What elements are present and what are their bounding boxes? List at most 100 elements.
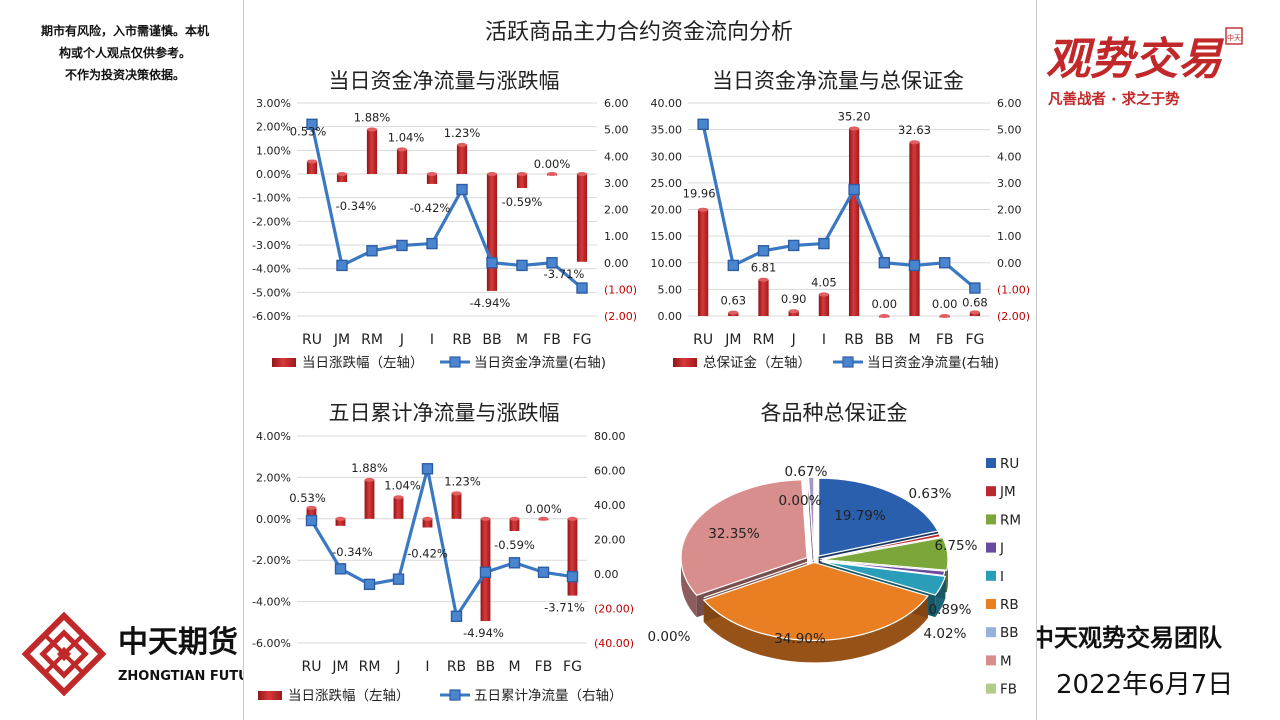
net-flow-line (701, 123, 976, 290)
bar-M (516, 174, 528, 188)
left-axis-tick: -3.00% (252, 239, 291, 252)
line-point-J (396, 239, 408, 252)
bar-I (818, 294, 830, 316)
bar-cap (306, 159, 318, 164)
right-axis-tick: 6.00 (997, 97, 1022, 110)
bar-RU (697, 209, 709, 316)
pie-legend-label: RM (1000, 512, 1021, 528)
category-label: J (395, 659, 400, 675)
bar-cap (364, 477, 375, 482)
line-point-FG (576, 282, 588, 294)
pie-chart: 各品种总保证金 19.79% 0.63% 6.75% 0.89% 4.02% 34.90% 0… (648, 401, 1021, 698)
category-label: J (399, 332, 404, 348)
pie-label-FB: 0.00% (648, 629, 691, 645)
category-label: FB (543, 332, 561, 348)
bar-data-label: -0.59% (494, 538, 535, 552)
left-axis-tick: 10.00 (651, 257, 683, 270)
pie-legend-label: I (1000, 569, 1004, 585)
right-axis-tick: 3.00 (997, 177, 1022, 190)
bar-data-label: -0.34% (336, 199, 377, 213)
category-label: BB (482, 332, 501, 348)
legend-line-label: 当日资金净流量(右轴) (474, 355, 606, 371)
bar-data-label: -3.71% (544, 267, 585, 281)
net-flow-line (310, 123, 584, 290)
legend-bar-swatch (673, 358, 697, 367)
bar-data-label: 1.23% (444, 126, 481, 140)
left-axis-tick: -6.00% (252, 310, 291, 323)
legend-bar-swatch (258, 691, 282, 700)
bar-data-label: 0.90 (781, 292, 807, 306)
category-label: FB (535, 659, 553, 675)
category-label: JM (724, 332, 741, 348)
bar-data-label: 0.63 (720, 294, 746, 308)
line-point-FB (537, 566, 550, 578)
category-label: FB (936, 332, 954, 348)
left-axis-tick: -5.00% (252, 286, 291, 299)
pie-label-I: 4.02% (924, 626, 967, 642)
category-label: FG (573, 332, 592, 348)
right-axis-tick: 0.00 (997, 257, 1022, 270)
bar-cap (480, 516, 491, 521)
chart-title: 当日资金净流量与总保证金 (712, 69, 964, 93)
net-flow-line (310, 467, 573, 618)
pie-legend-swatch (986, 683, 996, 694)
pie-legend-swatch (986, 570, 996, 581)
bar-RM (366, 129, 378, 174)
disclaimer-line-3: 不作为投资决策依据。 (64, 68, 185, 82)
bar-data-label: 1.23% (444, 474, 481, 488)
left-axis-tick: 15.00 (651, 230, 683, 243)
bar-data-label: 1.04% (388, 130, 425, 144)
bar-cap (396, 147, 408, 152)
bar-data-label: 1.88% (354, 111, 391, 125)
bar-cap (567, 516, 578, 521)
chart-title: 当日资金净流量与涨跌幅 (329, 69, 560, 93)
left-axis-tick: 2.00% (256, 471, 291, 484)
disclaimer-line-2: 构或个人观点仅供参考。 (58, 46, 191, 60)
right-axis-tick: 20.00 (594, 534, 626, 547)
bar-cap (451, 491, 462, 496)
zhongtian-emblem-icon (21, 611, 107, 697)
bar-data-label: 0.00% (534, 157, 571, 171)
report-date: 2022年6月7日 (1056, 670, 1234, 700)
line-point-I (818, 237, 830, 250)
pie-slice-RU (818, 477, 939, 557)
bar-cap (969, 310, 981, 315)
pie-legend-swatch (986, 542, 996, 553)
disclaimer: 期市有风险，入市需谨慎。本机 构或个人观点仅供参考。 不作为投资决策依据。 (30, 20, 220, 86)
right-axis-tick: 5.00 (997, 124, 1022, 137)
line-point-M (508, 557, 521, 569)
bar-data-label: 35.20 (838, 110, 871, 124)
pie-legend-swatch (986, 514, 996, 525)
pie-legend-label: RB (1000, 597, 1019, 613)
pie-slice-I (821, 560, 947, 596)
pie-label-M: 32.35% (708, 526, 760, 542)
line-point-RU (306, 118, 318, 131)
bar-data-label: 6.81 (751, 261, 777, 275)
bar-cap (576, 172, 588, 176)
chart-title: 五日累计净流量与涨跌幅 (329, 401, 560, 425)
bar-RM (364, 479, 375, 519)
left-axis-tick: 0.00% (256, 513, 291, 526)
pie-slice-BB (703, 559, 815, 599)
bar-cap (366, 127, 378, 132)
right-axis-tick: 4.00 (997, 150, 1022, 163)
right-axis-tick: 1.00 (997, 230, 1022, 243)
chart-title: 各品种总保证金 (761, 401, 908, 425)
category-label: M (508, 659, 520, 675)
pie-label-J: 0.89% (929, 602, 972, 618)
team-name: 中天观势交易团队 (1030, 624, 1222, 652)
combo-chart-1: 当日资金净流量与涨跌幅 3.00% 2.00% 1.00% 0.00% -1.00% -2.… (252, 69, 637, 371)
legend-bar-label: 总保证金（左轴） (703, 355, 811, 371)
bar-data-label: 1.88% (351, 461, 388, 475)
right-axis-tick: (2.00) (997, 310, 1030, 323)
legend-line-marker (449, 356, 461, 368)
line-point-RM (366, 245, 378, 257)
pie-legend-label: JM (999, 484, 1016, 500)
bar-data-label: 0.53% (290, 124, 327, 138)
line-point-FG (566, 570, 579, 583)
right-axis-tick: (1.00) (604, 283, 637, 296)
category-label: M (516, 332, 528, 348)
bar-data-label: 0.00 (932, 297, 958, 311)
line-point-J (392, 573, 405, 585)
right-axis-tick: 5.00 (604, 124, 629, 137)
